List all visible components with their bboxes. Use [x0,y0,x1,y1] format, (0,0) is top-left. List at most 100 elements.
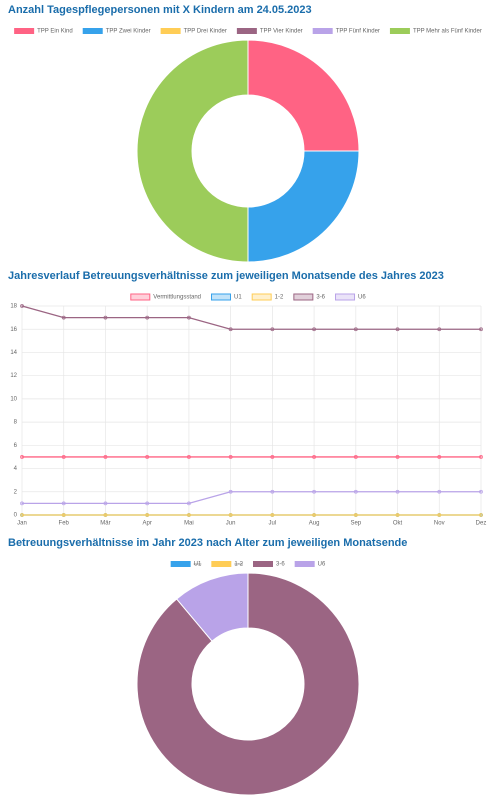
legend-label: TPP Fünf Kinder [336,29,380,35]
legend-label: TPP Vier Kinder [260,29,303,35]
data-point [437,513,442,517]
chart-title: Betreuungsverhältnisse im Jahr 2023 nach… [8,537,407,549]
legend-label: TPP Drei Kinder [184,29,227,35]
y-tick-label: 10 [10,396,17,402]
legend-item[interactable]: TPP Drei Kinder [160,28,227,35]
y-tick-label: 8 [14,420,18,426]
data-point [395,455,400,459]
legend-label: Vermittlungsstand [153,295,201,301]
legend-label: U6 [358,295,366,301]
legend-swatch [293,293,314,301]
data-point [479,455,483,459]
data-point [145,501,150,506]
legend-label: TPP Ein Kind [37,29,73,35]
x-tick-label: Jan [17,521,27,527]
legend-label: TPP Zwei Kinder [106,29,151,35]
data-point [103,315,108,320]
data-point [228,489,233,494]
legend-item[interactable]: U6 [335,293,367,301]
x-tick-label: Okt [393,521,403,527]
legend-item[interactable]: TPP Fünf Kinder [312,28,380,35]
data-point [479,513,483,517]
x-tick-label: Mär [100,521,110,527]
data-point [61,501,66,506]
data-point [187,315,191,320]
y-tick-label: 12 [10,373,17,379]
legend-swatch [253,561,273,567]
y-tick-label: 14 [10,350,17,356]
data-point [187,501,191,506]
legend: TPP Ein Kind TPP Zwei Kinder TPP Drei Kind… [14,28,482,35]
legend-label: TPP Mehr als Fünf Kinder [413,29,482,35]
legend-item[interactable]: TPP Mehr als Fünf Kinder [389,28,482,35]
data-point [20,455,24,459]
legend-swatch [335,293,356,301]
legend-item[interactable]: 3-6 [293,293,326,301]
legend-label: U6 [318,562,326,568]
legend-swatch [294,561,315,567]
data-point [103,513,108,517]
data-point [395,327,400,332]
x-tick-label: Jul [269,521,277,527]
y-tick-label: 18 [10,304,17,310]
legend-item[interactable]: TPP Vier Kinder [236,28,303,35]
data-point [187,513,191,517]
data-point [103,455,108,459]
legend-swatch [170,561,191,567]
data-point [353,455,358,459]
data-point [312,489,316,494]
data-point [312,513,316,517]
legend-swatch [236,28,257,34]
legend-label: U1 [234,295,242,301]
legend-item[interactable]: U1 [170,561,202,568]
data-point [353,327,358,332]
x-tick-label: Mai [184,521,194,527]
legend-item[interactable]: Vermittlungsstand [130,293,201,301]
data-point [61,513,66,517]
data-point [270,327,275,332]
legend-swatch [211,293,232,301]
data-point [312,327,316,332]
legend: Vermittlungsstand U1 1-2 3-6 U6 [130,293,367,301]
data-point [61,455,66,459]
legend-item[interactable]: TPP Zwei Kinder [82,28,151,35]
legend-label: U1 [194,562,202,568]
x-tick-label: Aug [309,521,320,527]
legend-swatch [211,561,232,567]
data-point [437,327,442,332]
series-line [21,305,481,330]
data-point [228,513,233,517]
data-point [312,455,316,459]
legend-swatch [130,293,151,301]
x-tick-label: Dez [476,521,487,527]
legend-item[interactable]: U6 [294,561,326,568]
series-line [22,491,481,505]
legend-item[interactable]: TPP Ein Kind [14,28,73,35]
data-point [103,501,108,506]
y-tick-label: 0 [14,513,18,519]
y-tick-label: 2 [14,489,18,495]
legend-swatch [251,293,272,301]
legend-swatch [160,28,181,34]
legend-swatch [389,28,410,34]
data-point [61,315,66,320]
x-tick-label: Nov [434,521,445,527]
legend-item[interactable]: 1-2 [251,293,284,301]
data-point [145,513,150,517]
y-tick-label: 4 [14,466,18,472]
data-point [270,513,275,517]
legend: U1 1-2 3-6 U6 [170,561,326,568]
doughnut-segment [175,572,249,642]
legend-item[interactable]: U1 [211,293,243,301]
data-point [20,513,24,517]
legend-item[interactable]: 3-6 [253,561,285,568]
data-point [479,489,483,494]
data-point [228,327,233,332]
data-point [20,304,24,308]
data-point [437,489,442,494]
x-tick-label: Jun [226,521,236,527]
chart-title: Jahresverlauf Betreuungsverhältnisse zum… [8,270,444,282]
y-tick-label: 16 [10,327,17,333]
legend-item[interactable]: 1-2 [211,561,244,568]
